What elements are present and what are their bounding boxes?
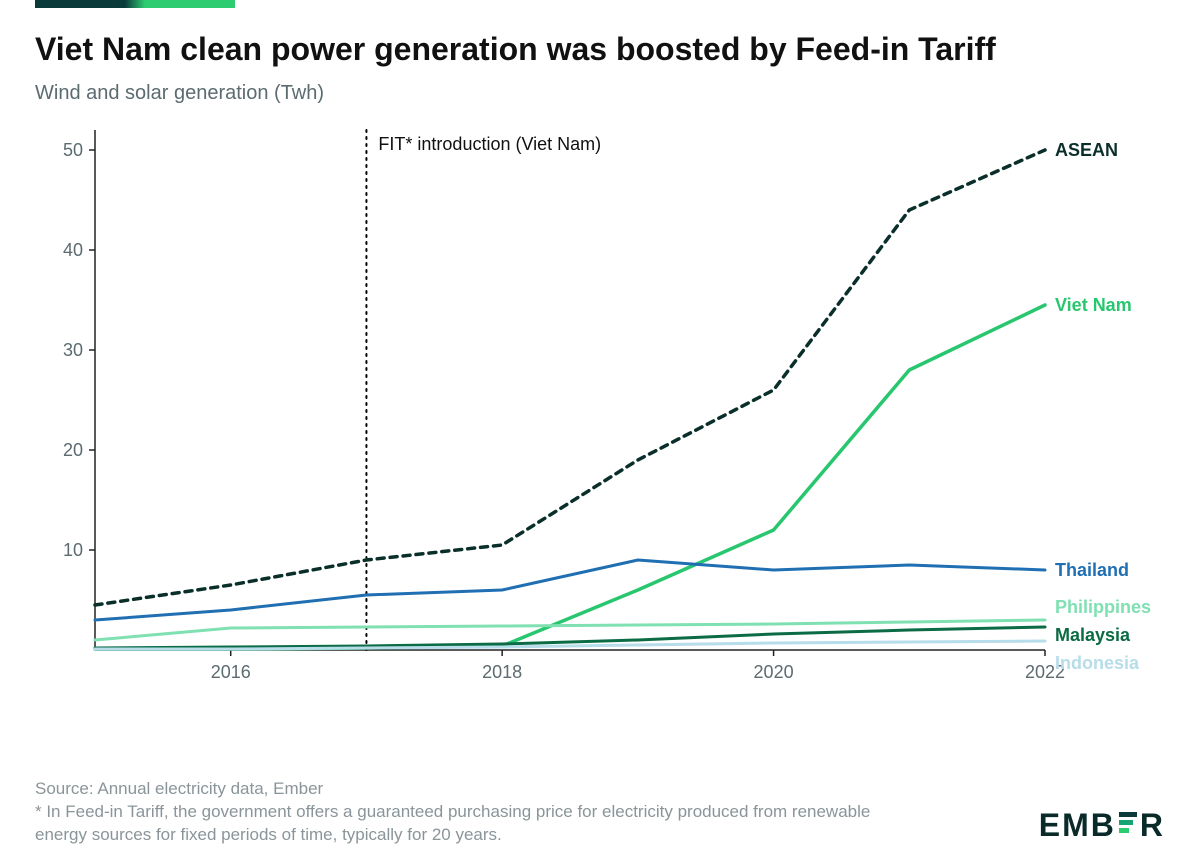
- y-tick-label: 30: [63, 340, 83, 360]
- accent-bar: [35, 0, 235, 8]
- chart-container: 10203040502016201820202022FIT* introduct…: [35, 115, 1165, 695]
- ember-logo: EMB R: [1039, 804, 1165, 847]
- y-tick-label: 20: [63, 440, 83, 460]
- series-label-asean: ASEAN: [1055, 140, 1118, 160]
- x-tick-label: 2018: [482, 662, 522, 682]
- y-tick-label: 10: [63, 540, 83, 560]
- logo-text-left: EMB: [1039, 804, 1116, 847]
- logo-bars-icon: [1118, 804, 1138, 847]
- y-tick-label: 50: [63, 140, 83, 160]
- series-label-indonesia: Indonesia: [1055, 653, 1140, 673]
- line-chart: 10203040502016201820202022FIT* introduct…: [35, 115, 1165, 695]
- annotation-label: FIT* introduction (Viet Nam): [378, 134, 601, 154]
- series-label-thailand: Thailand: [1055, 560, 1129, 580]
- series-label-viet-nam: Viet Nam: [1055, 295, 1132, 315]
- series-line-thailand: [95, 560, 1045, 620]
- series-label-malaysia: Malaysia: [1055, 625, 1131, 645]
- footer-source: Source: Annual electricity data, Ember: [35, 778, 875, 801]
- chart-subtitle: Wind and solar generation (Twh): [35, 82, 1165, 105]
- series-label-philippines: Philippines: [1055, 597, 1151, 617]
- x-tick-label: 2016: [211, 662, 251, 682]
- logo-text-right: R: [1140, 804, 1165, 847]
- page-root: Viet Nam clean power generation was boos…: [0, 0, 1200, 867]
- x-tick-label: 2020: [754, 662, 794, 682]
- footer-note: * In Feed-in Tariff, the government offe…: [35, 801, 875, 847]
- footer-notes: Source: Annual electricity data, Ember *…: [35, 778, 875, 847]
- y-tick-label: 40: [63, 240, 83, 260]
- series-line-viet-nam: [95, 305, 1045, 649]
- footer: Source: Annual electricity data, Ember *…: [35, 778, 1165, 847]
- chart-title: Viet Nam clean power generation was boos…: [35, 30, 1035, 68]
